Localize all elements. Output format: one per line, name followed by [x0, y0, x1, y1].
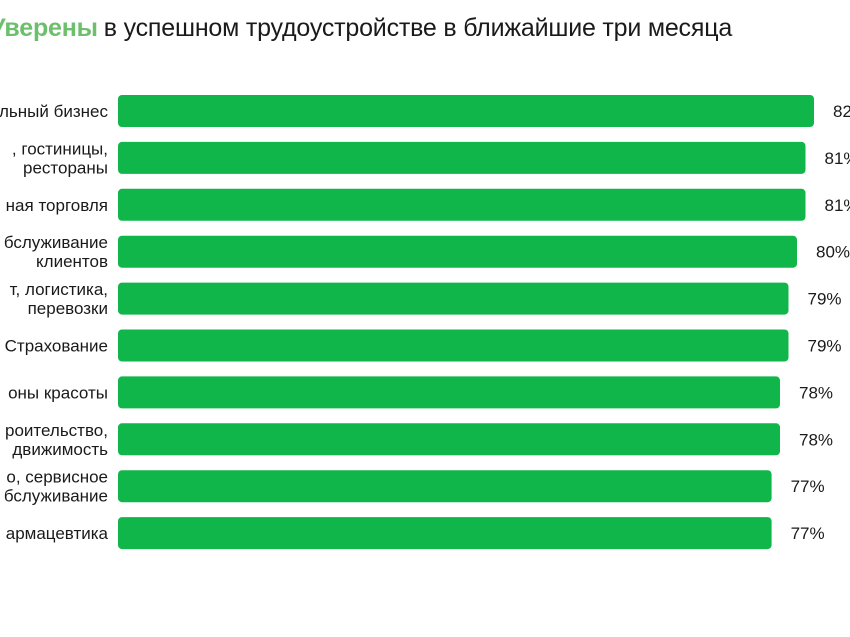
- bar-row: о, сервисное бслуживание 77%: [4, 468, 825, 506]
- category-label-line: бслуживание: [4, 233, 108, 252]
- value-label: 80%: [816, 243, 850, 262]
- value-label: 79%: [808, 337, 842, 356]
- bar-row: оны красоты 78%: [8, 376, 833, 409]
- category-label: о, сервисное бслуживание: [4, 468, 108, 506]
- chart-title-rest: в успешном трудоустройстве в ближайшие т…: [103, 14, 733, 42]
- value-label: 82: [833, 102, 850, 121]
- bar: [118, 423, 780, 456]
- category-label-line: , гостиницы,: [12, 139, 108, 158]
- category-label-line: рестораны: [23, 158, 108, 177]
- category-label: оны красоты: [8, 383, 108, 402]
- category-label: , гостиницы, рестораны: [12, 139, 108, 177]
- bar: [118, 376, 780, 409]
- category-label-line: Страхование: [5, 337, 108, 356]
- category-label: т, логистика, перевозки: [10, 280, 108, 318]
- value-label: 81%: [825, 149, 850, 168]
- value-label: 78%: [799, 430, 833, 449]
- bar: [118, 282, 789, 315]
- category-label-line: клиентов: [36, 252, 108, 271]
- bar-row: т, логистика, перевозки 79%: [10, 280, 842, 318]
- category-label-line: о, сервисное: [6, 468, 108, 487]
- category-label-line: оны красоты: [8, 383, 108, 402]
- bar-row: Страхование 79%: [5, 329, 842, 362]
- bar-row: льный бизнес 82: [0, 95, 850, 127]
- bar: [118, 235, 797, 268]
- category-label-line: движимость: [12, 440, 108, 459]
- bar: [118, 188, 806, 221]
- category-label-line: бслуживание: [4, 487, 108, 506]
- category-label: льный бизнес: [0, 102, 108, 121]
- category-label: Страхование: [5, 337, 108, 356]
- category-label: армацевтика: [6, 524, 109, 543]
- chart-title-accent: Уверены: [0, 14, 98, 42]
- value-label: 77%: [791, 477, 825, 496]
- bar-row: , гостиницы,рестораны 81%: [12, 139, 850, 177]
- category-label: ная торговля: [6, 196, 108, 215]
- category-label-line: перевозки: [28, 299, 108, 318]
- category-label-line: ная торговля: [6, 196, 108, 215]
- value-label: 77%: [791, 524, 825, 543]
- value-label: 78%: [799, 383, 833, 402]
- value-label: 81%: [825, 196, 850, 215]
- category-label-line: роительство,: [5, 421, 108, 440]
- bar-row: бслуживание клиентов 80%: [4, 233, 850, 271]
- category-label-line: армацевтика: [6, 524, 109, 543]
- bar: [118, 95, 814, 127]
- bar: [118, 141, 806, 174]
- bar-row: ная торговля 81%: [6, 188, 850, 221]
- value-label: 79%: [808, 290, 842, 309]
- bar: [118, 470, 772, 503]
- bar: [118, 329, 789, 362]
- chart-title: Уверены в успешном трудоустройстве в ближ…: [0, 14, 732, 43]
- category-label-line: льный бизнес: [0, 102, 108, 121]
- category-label: роительство, движимость: [5, 421, 108, 459]
- bar: [118, 517, 772, 550]
- category-label-line: т, логистика,: [10, 280, 108, 299]
- category-label: бслуживание клиентов: [4, 233, 108, 271]
- bar-row: армацевтика 77%: [6, 517, 825, 550]
- bar-row: роительство, движимость 78%: [5, 421, 833, 459]
